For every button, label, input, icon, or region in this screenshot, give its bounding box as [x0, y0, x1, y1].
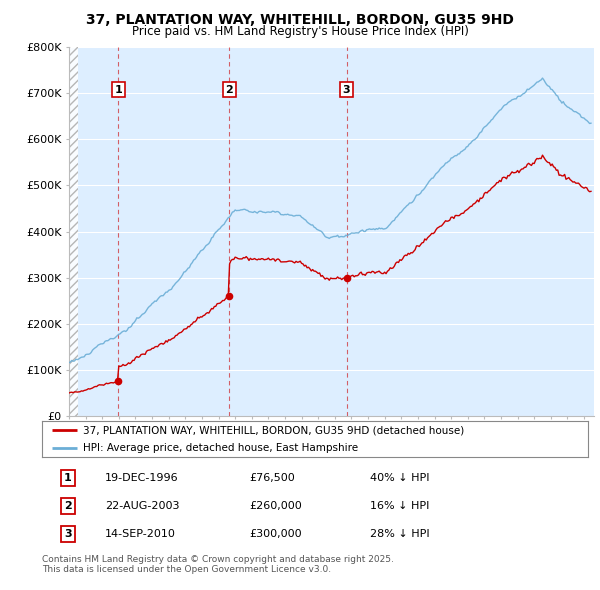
- Text: 1: 1: [64, 473, 71, 483]
- Text: 2: 2: [225, 84, 233, 94]
- Text: 3: 3: [64, 529, 71, 539]
- Text: Price paid vs. HM Land Registry's House Price Index (HPI): Price paid vs. HM Land Registry's House …: [131, 25, 469, 38]
- Text: 40% ↓ HPI: 40% ↓ HPI: [370, 473, 429, 483]
- Text: £300,000: £300,000: [250, 529, 302, 539]
- Text: 19-DEC-1996: 19-DEC-1996: [105, 473, 178, 483]
- Text: 14-SEP-2010: 14-SEP-2010: [105, 529, 176, 539]
- Text: 28% ↓ HPI: 28% ↓ HPI: [370, 529, 429, 539]
- Text: HPI: Average price, detached house, East Hampshire: HPI: Average price, detached house, East…: [83, 442, 358, 453]
- Text: 3: 3: [343, 84, 350, 94]
- Text: £260,000: £260,000: [250, 502, 302, 511]
- Text: 37, PLANTATION WAY, WHITEHILL, BORDON, GU35 9HD: 37, PLANTATION WAY, WHITEHILL, BORDON, G…: [86, 13, 514, 27]
- Text: 22-AUG-2003: 22-AUG-2003: [105, 502, 179, 511]
- Text: 16% ↓ HPI: 16% ↓ HPI: [370, 502, 429, 511]
- Text: 2: 2: [64, 502, 71, 511]
- Text: 1: 1: [115, 84, 122, 94]
- Bar: [69, 47, 78, 416]
- Text: Contains HM Land Registry data © Crown copyright and database right 2025.
This d: Contains HM Land Registry data © Crown c…: [42, 555, 394, 574]
- Text: 37, PLANTATION WAY, WHITEHILL, BORDON, GU35 9HD (detached house): 37, PLANTATION WAY, WHITEHILL, BORDON, G…: [83, 425, 464, 435]
- Text: £76,500: £76,500: [250, 473, 295, 483]
